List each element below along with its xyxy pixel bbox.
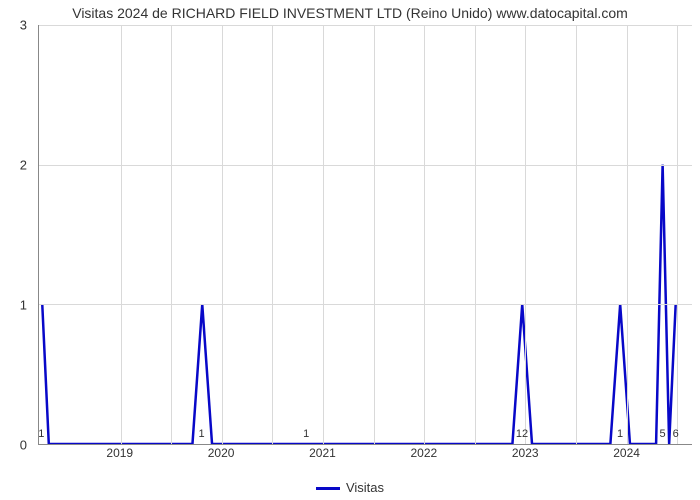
grid-line xyxy=(374,25,375,444)
grid-line xyxy=(39,304,692,305)
x-minor-tick-label: 5 xyxy=(660,428,666,440)
x-minor-tick-label: 12 xyxy=(516,428,528,440)
y-tick-label: 0 xyxy=(20,438,27,453)
legend-swatch xyxy=(316,487,340,490)
x-tick-label: 2021 xyxy=(309,446,336,460)
legend: Visitas xyxy=(0,480,700,495)
grid-line xyxy=(39,25,692,26)
chart-title: Visitas 2024 de RICHARD FIELD INVESTMENT… xyxy=(0,5,700,21)
y-axis: 0123 xyxy=(0,25,35,445)
data-series-line xyxy=(39,25,692,444)
x-tick-label: 2020 xyxy=(208,446,235,460)
grid-line xyxy=(272,25,273,444)
legend-label: Visitas xyxy=(346,480,384,495)
x-minor-tick-label: 6 xyxy=(673,428,679,440)
grid-line xyxy=(222,25,223,444)
grid-line xyxy=(677,25,678,444)
grid-line xyxy=(475,25,476,444)
grid-line xyxy=(627,25,628,444)
y-tick-label: 1 xyxy=(20,297,27,312)
grid-line xyxy=(121,25,122,444)
plot-area xyxy=(38,25,692,445)
x-minor-tick-label: 1 xyxy=(617,428,623,440)
x-tick-label: 2019 xyxy=(106,446,133,460)
grid-line xyxy=(424,25,425,444)
x-tick-label: 2024 xyxy=(613,446,640,460)
y-tick-label: 3 xyxy=(20,18,27,33)
grid-line xyxy=(576,25,577,444)
grid-line xyxy=(323,25,324,444)
y-tick-label: 2 xyxy=(20,157,27,172)
x-minor-tick-label: 1 xyxy=(198,428,204,440)
x-tick-label: 2022 xyxy=(411,446,438,460)
x-axis: 20192020202120222023202411112156 xyxy=(38,444,692,462)
grid-line xyxy=(39,165,692,166)
grid-line xyxy=(171,25,172,444)
x-tick-label: 2023 xyxy=(512,446,539,460)
x-minor-tick-label: 1 xyxy=(38,428,44,440)
x-minor-tick-label: 1 xyxy=(303,428,309,440)
grid-line xyxy=(525,25,526,444)
